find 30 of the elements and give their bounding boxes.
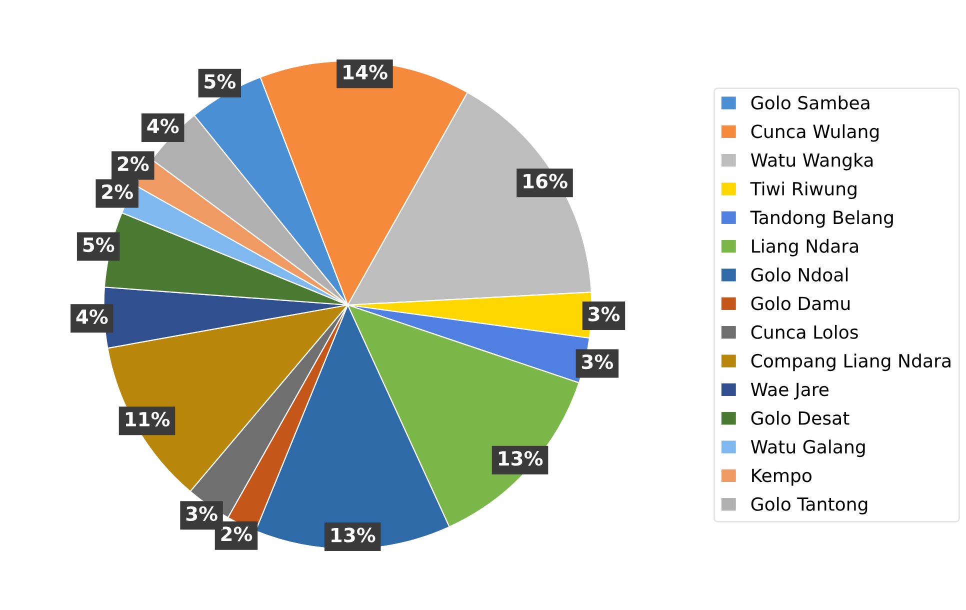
- legend-label: Cunca Wulang: [751, 124, 879, 142]
- data-label: 3%: [582, 354, 614, 370]
- data-label: 3%: [588, 306, 620, 322]
- data-label: 2%: [102, 184, 133, 200]
- legend-label: Liang Ndara: [752, 238, 858, 256]
- legend-label: Compang Liang Ndara: [751, 354, 950, 372]
- legend-label: Tandong Belang: [750, 210, 893, 228]
- data-label: 14%: [344, 64, 388, 80]
- legend-label: Golo Ndoal: [751, 268, 848, 282]
- legend-label: Wae Jare: [750, 382, 828, 400]
- data-label: 13%: [498, 451, 543, 466]
- legend-label: Cunca Lolos: [751, 324, 858, 339]
- data-label: 4%: [76, 309, 108, 324]
- data-label: 16%: [524, 174, 568, 188]
- legend-label: Watu Galang: [750, 440, 865, 458]
- legend-label: Kempo: [752, 468, 812, 486]
- legend-label: Golo Damu: [751, 296, 850, 310]
- data-label: 3%: [186, 506, 218, 522]
- data-label: 5%: [204, 74, 236, 89]
- data-label: 4%: [147, 118, 179, 134]
- legend-label: Golo Sambea: [751, 96, 870, 110]
- data-label: 13%: [332, 528, 376, 542]
- data-label: 2%: [221, 526, 252, 542]
- data-label: 11%: [126, 412, 170, 427]
- legend-label: Golo Desat: [751, 410, 850, 425]
- legend-label: Golo Tantong: [751, 496, 868, 514]
- legend-label: Tiwi Riwung: [750, 182, 856, 200]
- legend-label: Watu Wangka: [750, 152, 873, 170]
- data-label: 5%: [83, 237, 114, 252]
- data-label: 2%: [118, 156, 149, 172]
